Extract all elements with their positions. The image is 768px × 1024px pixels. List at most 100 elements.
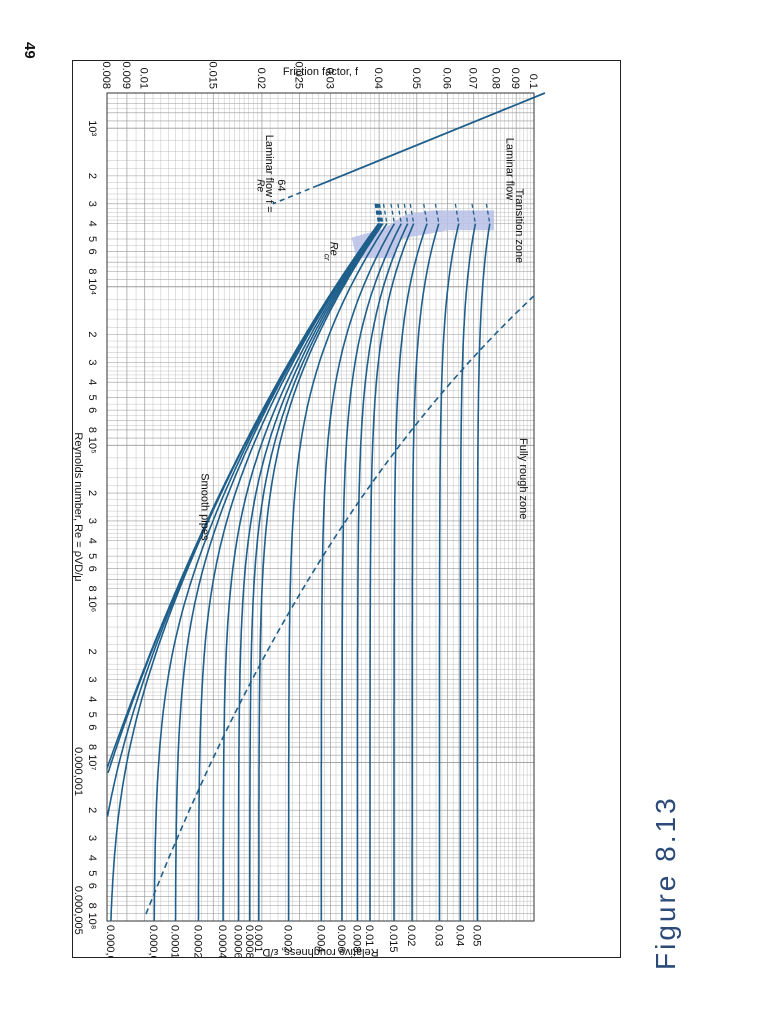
x-tick-label: 4: [86, 379, 98, 385]
transition-stub: [382, 203, 388, 224]
transition-zone-label: Transition zone: [513, 188, 525, 263]
x-tick-label: 8: [86, 744, 98, 750]
transition-stub: [409, 203, 415, 224]
friction-curve: [197, 223, 381, 922]
friction-curve: [287, 223, 388, 921]
roughness-label: 0.000,05: [147, 925, 159, 957]
friction-curve: [341, 223, 403, 921]
x-tick-label: 6: [86, 724, 98, 730]
x-tick-label: 10⁸: [86, 913, 98, 930]
x-tick-label: 2: [86, 331, 98, 337]
roughness-label: 0.015: [387, 925, 399, 953]
x-tick-label: 5: [86, 553, 98, 559]
roughness-label: 0.04: [453, 925, 465, 946]
re-cr-label: Re: [327, 242, 339, 256]
y2-axis-title: Relative roughness, ε/D: [262, 946, 378, 957]
x-tick-label: 10⁶: [86, 595, 98, 612]
moody-chart: 10³ 2 3 4 5 6 8 10⁴ 2 3 4 5 6 8 10⁵ 2 3 4 5 6 8 10⁶ 2 3 4 5 6 8 10⁷ 2…: [72, 61, 546, 968]
roughness-label: 0.0001: [169, 925, 181, 957]
transition-stub: [423, 203, 428, 224]
x-tick-label: 5: [86, 236, 98, 242]
friction-curve: [106, 223, 380, 769]
roughness-label: 0.001: [252, 925, 264, 953]
ed-label-2: 0.000,005: [73, 886, 84, 935]
friction-curve: [248, 223, 383, 921]
transition-stub: [397, 203, 402, 224]
y-tick-label: 0.09: [509, 68, 521, 89]
roughness-label: 0.006: [335, 925, 347, 953]
x-tick-label: 2: [86, 490, 98, 496]
x-tick-label: 6: [86, 883, 98, 889]
friction-curve: [222, 223, 382, 921]
x-tick-label: 5: [86, 870, 98, 876]
friction-curve: [411, 223, 440, 921]
x-axis-title: Reynolds number, Re = ρVD/μ: [73, 432, 84, 581]
y-tick-label: 0.06: [441, 68, 453, 89]
roughness-label: 0.0004: [216, 925, 228, 957]
grid-layer: [106, 92, 535, 922]
chart-frame: 10³ 2 3 4 5 6 8 10⁴ 2 3 4 5 6 8 10⁵ 2 3 4 5 6 8 10⁶ 2 3 4 5 6 8 10⁷ 2…: [72, 60, 621, 968]
x-tick-label: 8: [86, 585, 98, 591]
friction-curve: [320, 223, 396, 921]
friction-curve: [257, 223, 384, 921]
friction-curve: [459, 223, 477, 921]
y-axis-title: Friction factor, f: [283, 66, 359, 78]
fully-rough-zone-label: Fully rough zone: [517, 438, 529, 519]
x-tick-label: 10⁵: [86, 437, 98, 454]
curves-layer: [106, 92, 546, 922]
y-tick-label: 0.04: [372, 68, 384, 89]
y-tick-label: 0.02: [255, 68, 267, 89]
friction-curve: [153, 223, 380, 922]
roughness-label: 0.000,01: [104, 925, 116, 957]
ed-label-1: 0.000,001: [73, 747, 84, 796]
laminar-flow-label: Laminar flow: [504, 138, 516, 200]
y-tick-label: 0.008: [100, 61, 112, 89]
smooth-pipes-label: Smooth pipes: [199, 473, 211, 541]
y-tick-label: 0.03: [323, 68, 335, 89]
x-tick-label: 4: [86, 855, 98, 861]
x-tick-label: 5: [86, 395, 98, 401]
x-tick-label: 4: [86, 538, 98, 544]
x-tick-label: 2: [86, 173, 98, 179]
friction-curve: [107, 223, 380, 774]
x-tick-label: 2: [86, 807, 98, 813]
y-tick-label: 0.009: [120, 61, 132, 89]
y-tick-label: 0.015: [206, 61, 218, 89]
roughness-label: 0.008: [350, 925, 362, 953]
labels-layer: 10³ 2 3 4 5 6 8 10⁴ 2 3 4 5 6 8 10⁵ 2 3 4 5 6 8 10⁶ 2 3 4 5 6 8 10⁷ 2…: [72, 61, 539, 967]
x-tick-label: 6: [86, 407, 98, 413]
re-cr-sub-label: cr: [323, 254, 332, 261]
transition-stub: [376, 203, 382, 224]
x-tick-label: 4: [86, 221, 98, 227]
roughness-label: 0.01: [363, 925, 375, 946]
x-tick-label: 3: [86, 518, 98, 524]
laminar-line: [317, 92, 546, 187]
transition-stub: [390, 203, 396, 224]
y-tick-label: 0.01: [138, 68, 150, 89]
laminar-eq-den: Re: [255, 179, 266, 192]
laminar-eq-label: Laminar flow f =: [263, 135, 275, 213]
friction-curve: [393, 223, 428, 921]
fully-rough-boundary: [144, 295, 535, 917]
roughness-label: 0.05: [470, 925, 482, 946]
x-tick-label: 10⁴: [86, 278, 98, 295]
x-tick-label: 3: [86, 201, 98, 207]
x-tick-label: 8: [86, 268, 98, 274]
x-tick-label: 3: [86, 835, 98, 841]
transition-stub: [378, 203, 384, 224]
y-tick-label: 0.05: [410, 68, 422, 89]
x-tick-label: 8: [86, 903, 98, 909]
roughness-label: 0.0002: [191, 925, 203, 957]
page-number: 49: [21, 42, 38, 59]
x-tick-label: 10⁷: [86, 754, 98, 770]
x-tick-label: 4: [86, 696, 98, 702]
transition-stub: [434, 203, 440, 224]
y-tick-label: 0.08: [489, 68, 501, 89]
transition-stub: [378, 203, 383, 224]
roughness-label: 0.0008: [243, 925, 255, 957]
y-tick-label: 0.025: [293, 61, 305, 89]
x-tick-label: 5: [86, 712, 98, 718]
friction-curve: [369, 223, 415, 921]
transition-stub: [377, 203, 382, 224]
friction-curve: [237, 223, 382, 922]
